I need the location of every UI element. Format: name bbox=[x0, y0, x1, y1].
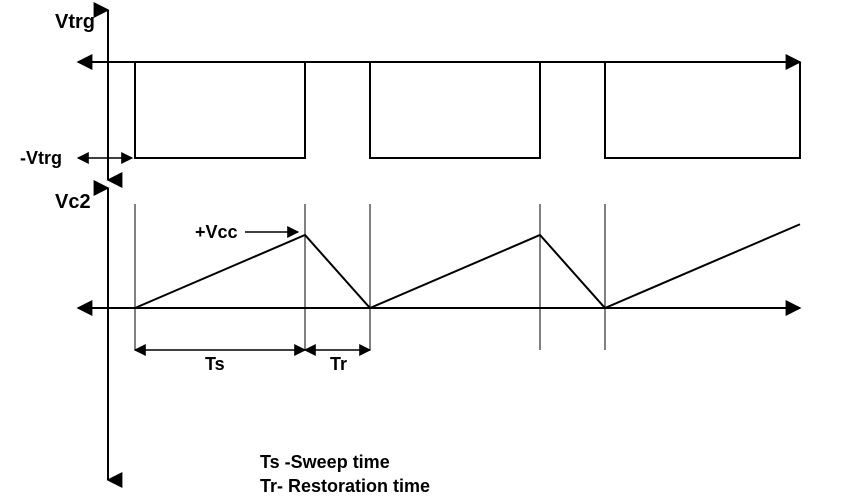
label-vcc: +Vcc bbox=[195, 222, 238, 242]
label-vc2: Vc2 bbox=[55, 191, 91, 213]
legend-tr: Tr- Restoration time bbox=[260, 476, 430, 496]
waveform-diagram: Vtrg -Vtrg Vc2 +Vcc Ts Tr Ts -Sweep time… bbox=[0, 0, 850, 500]
label-neg-vtrg: -Vtrg bbox=[20, 148, 62, 168]
label-vtrg: Vtrg bbox=[55, 11, 95, 33]
label-tr: Tr bbox=[330, 354, 347, 374]
label-ts: Ts bbox=[205, 354, 225, 374]
legend-ts: Ts -Sweep time bbox=[260, 452, 390, 472]
vtrg-waveform bbox=[108, 62, 800, 158]
